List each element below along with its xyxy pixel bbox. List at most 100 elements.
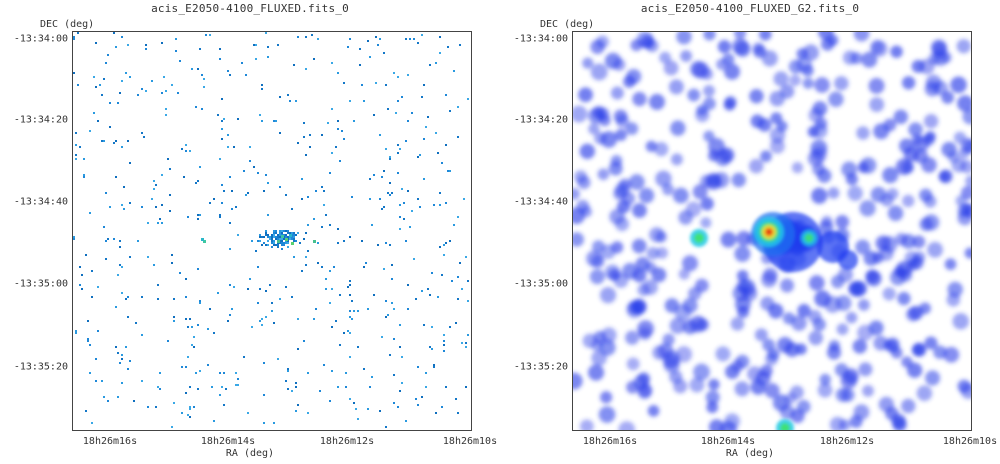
photon-pixel: [325, 288, 327, 290]
photon-pixel: [79, 266, 81, 268]
photon-pixel: [369, 198, 371, 200]
photon-pixel: [419, 206, 421, 208]
photon-pixel: [121, 146, 123, 148]
smoothed-blob: [886, 188, 899, 200]
smoothed-blob: [869, 97, 885, 113]
photon-pixel: [417, 156, 419, 158]
photon-pixel: [293, 234, 295, 236]
photon-pixel: [285, 230, 287, 232]
photon-pixel: [153, 188, 155, 190]
photon-pixel: [387, 108, 389, 110]
smoothed-blob: [782, 312, 795, 325]
photon-pixel: [193, 406, 195, 408]
smoothed-blob: [901, 76, 916, 90]
photon-pixel: [399, 216, 401, 218]
photon-pixel: [329, 302, 331, 304]
photon-pixel: [349, 356, 351, 358]
photon-pixel: [273, 322, 275, 324]
photon-pixel: [363, 100, 365, 102]
smoothed-blob: [637, 320, 655, 338]
photon-pixel: [331, 370, 333, 372]
smoothed-blob: [579, 143, 596, 160]
photon-pixel: [191, 326, 193, 328]
photon-pixel: [293, 232, 295, 234]
photon-pixel: [277, 238, 279, 240]
photon-pixel: [407, 308, 409, 310]
photon-pixel: [345, 386, 347, 388]
smoothed-blob: [857, 324, 874, 341]
smoothed-blob: [573, 207, 586, 225]
photon-pixel: [243, 356, 245, 358]
photon-pixel: [291, 390, 293, 392]
photon-pixel: [193, 346, 195, 348]
photon-pixel: [157, 284, 159, 286]
photon-pixel: [391, 264, 393, 266]
smoothed-blob: [887, 205, 904, 221]
photon-pixel: [263, 422, 265, 424]
smoothed-blob: [791, 315, 807, 331]
smoothed-blob: [700, 197, 714, 211]
photon-pixel: [189, 150, 191, 152]
photon-pixel: [79, 146, 81, 148]
photon-pixel: [337, 228, 339, 230]
panel-title: acis_E2050-4100_FLUXED_G2.fits_0: [640, 2, 860, 15]
photon-pixel: [235, 206, 237, 208]
photon-pixel: [349, 236, 351, 238]
photon-pixel: [353, 310, 355, 312]
smoothed-blob: [635, 256, 650, 272]
smoothed-blob: [946, 292, 961, 307]
smoothed-blob: [707, 150, 720, 162]
photon-pixel: [287, 230, 289, 232]
photon-pixel: [189, 318, 191, 320]
photon-pixel: [369, 178, 371, 180]
photon-pixel: [119, 264, 121, 266]
photon-pixel: [313, 218, 315, 220]
photon-pixel: [119, 246, 121, 248]
smoothed-blob: [852, 339, 868, 354]
photon-pixel: [89, 344, 91, 346]
photon-pixel: [415, 298, 417, 300]
photon-pixel: [353, 402, 355, 404]
photon-pixel: [279, 236, 281, 238]
y-axis-label: DEC (deg): [40, 19, 95, 30]
photon-pixel: [193, 336, 195, 338]
smoothed-blob: [731, 172, 746, 188]
photon-pixel: [435, 412, 437, 414]
photon-pixel: [107, 238, 109, 240]
smoothed-blob: [960, 383, 971, 399]
photon-pixel: [261, 88, 263, 90]
image-canvas[interactable]: [572, 31, 972, 431]
photon-pixel: [259, 320, 261, 322]
smoothed-blob: [821, 215, 833, 228]
photon-pixel: [209, 202, 211, 204]
photon-pixel: [121, 204, 123, 206]
photon-pixel: [455, 398, 457, 400]
photon-pixel: [451, 280, 453, 282]
smoothed-blob: [590, 63, 608, 81]
photon-pixel: [83, 174, 85, 176]
photon-pixel: [393, 374, 395, 376]
smoothed-blob: [703, 97, 716, 111]
photon-pixel: [439, 246, 441, 248]
smoothed-blob: [938, 170, 950, 183]
photon-pixel: [263, 190, 265, 192]
smoothed-blob: [613, 109, 628, 124]
photon-pixel: [307, 250, 309, 252]
photon-pixel: [291, 238, 293, 240]
photon-pixel: [291, 208, 293, 210]
photon-pixel: [381, 176, 383, 178]
photon-pixel: [407, 284, 409, 286]
photon-pixel: [73, 236, 75, 238]
photon-pixel: [249, 160, 251, 162]
photon-pixel: [465, 386, 467, 388]
smoothed-blob: [902, 194, 915, 208]
photon-pixel: [361, 240, 363, 242]
smoothed-blob: [812, 317, 826, 332]
photon-pixel: [267, 240, 269, 242]
photon-pixel: [123, 186, 125, 188]
photon-pixel: [113, 32, 115, 34]
smoothed-blob: [734, 41, 751, 57]
image-canvas[interactable]: [72, 31, 472, 431]
photon-pixel: [389, 158, 391, 160]
photon-pixel: [237, 234, 239, 236]
